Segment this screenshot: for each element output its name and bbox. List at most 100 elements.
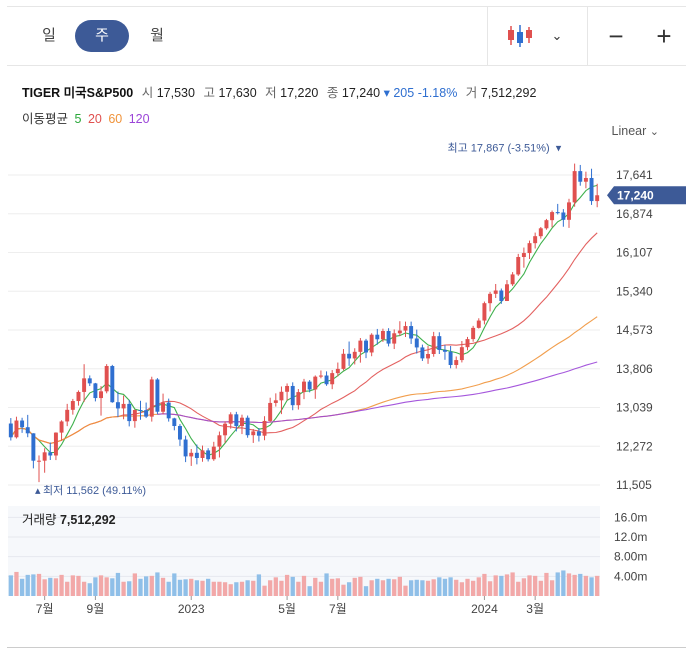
volume-bar <box>8 575 13 596</box>
volume-bar <box>222 582 228 596</box>
candle-body <box>369 334 374 353</box>
candle-body <box>561 212 566 220</box>
candle-body <box>279 391 284 401</box>
candle-body <box>516 256 521 275</box>
x-tick-label: 9월 <box>87 602 105 616</box>
volume-title-value: 7,512,292 <box>60 513 116 527</box>
volume-bar <box>454 579 459 596</box>
volume-bar <box>132 573 137 596</box>
x-tick-label: 7월 <box>329 602 347 616</box>
volume-label: 거 <box>465 86 478 100</box>
change-value: 205 <box>393 86 415 100</box>
scale-toggle[interactable]: Linear ⌄ <box>612 124 659 138</box>
candle-body <box>465 339 470 348</box>
volume-bar <box>499 575 504 596</box>
volume-bar <box>493 575 498 596</box>
volume-bar <box>160 577 166 596</box>
volume-bar <box>420 580 425 596</box>
candle-body <box>426 353 431 359</box>
zoom-in-icon[interactable]: + <box>656 21 672 51</box>
chart-toolbar: 일 주 월 ⌄ − + <box>7 7 686 66</box>
current-price-flag <box>607 186 686 205</box>
candle-type-icon[interactable] <box>502 21 538 51</box>
candle-body <box>223 423 228 436</box>
volume-bar <box>358 576 363 596</box>
candle-body <box>302 381 306 393</box>
candle-body <box>488 293 493 304</box>
ma-legend-20[interactable]: 20 <box>87 112 102 126</box>
candle-body <box>194 452 199 458</box>
volume-bar <box>352 577 357 596</box>
volume-bar <box>504 574 510 596</box>
volume-bar <box>127 581 132 596</box>
volume-bar <box>335 578 340 596</box>
candle-body <box>149 379 154 417</box>
tab-weekly[interactable]: 주 <box>75 20 129 52</box>
candle-body <box>335 368 340 374</box>
security-name: TIGER 미국S&P500 <box>22 86 134 100</box>
change-percent: -1.18% <box>417 86 458 100</box>
candle-body <box>285 385 290 392</box>
volume-bar <box>330 578 335 596</box>
chevron-down-icon[interactable]: ⌄ <box>551 28 563 43</box>
volume-bar <box>14 571 19 596</box>
volume-bar <box>555 572 560 596</box>
volume-bar <box>516 581 521 596</box>
volume-bar <box>521 578 527 596</box>
volume-tick-label: 12.0m <box>614 530 647 544</box>
candle-body <box>420 347 425 359</box>
volume-bar <box>549 580 555 596</box>
chevron-down-icon: ⌄ <box>649 126 659 138</box>
volume-bar <box>386 578 391 596</box>
candle-body <box>256 431 261 436</box>
y-tick-label: 13,039 <box>616 401 653 415</box>
ma20-line <box>10 232 598 444</box>
candle-body <box>14 420 19 438</box>
tab-monthly[interactable]: 월 <box>150 27 164 44</box>
volume-bar <box>65 581 70 596</box>
candle-body <box>324 375 329 385</box>
volume-bar <box>284 574 290 596</box>
ma-legend-title: 이동평균 <box>22 112 69 126</box>
volume-bar <box>149 575 154 596</box>
candle-body <box>31 433 36 461</box>
candle-body <box>59 421 64 433</box>
volume-bar <box>346 582 352 596</box>
candle-body <box>589 177 594 202</box>
ma-legend-120[interactable]: 120 <box>128 112 150 126</box>
candle-body <box>240 417 244 427</box>
ma-legend-5[interactable]: 5 <box>74 112 82 126</box>
zoom-out-icon[interactable]: − <box>608 21 624 51</box>
x-tick-label: 7월 <box>36 602 54 616</box>
tab-daily[interactable]: 일 <box>42 27 56 44</box>
candle-body <box>189 452 194 457</box>
volume-bar <box>595 575 600 596</box>
volume-bar <box>307 586 312 596</box>
candle-body <box>200 450 205 458</box>
candle-body <box>138 410 143 412</box>
volume-bar <box>217 581 222 596</box>
y-tick-label: 13,806 <box>616 362 653 376</box>
volume-bar <box>98 575 104 596</box>
candle-body <box>454 360 459 366</box>
candle-body <box>448 351 453 366</box>
volume-bar <box>76 575 81 596</box>
volume-bar <box>256 574 262 596</box>
candle-body <box>183 439 188 457</box>
volume-bar <box>375 578 380 596</box>
candle-body <box>510 274 515 285</box>
volume-bar <box>251 580 256 596</box>
candle-body <box>144 410 149 417</box>
candle-body <box>262 420 267 436</box>
candle-body <box>527 243 532 254</box>
candle-body <box>48 452 53 456</box>
ma-legend-60[interactable]: 60 <box>108 112 123 126</box>
volume-bar <box>538 580 543 596</box>
volume-bar <box>268 580 273 596</box>
max-marker-icon: ▾ <box>556 142 562 155</box>
volume-bar <box>143 576 149 596</box>
volume-bar <box>279 580 284 596</box>
candle-body <box>93 383 98 399</box>
volume-panel-title: 거래량 7,512,292 <box>22 513 116 527</box>
